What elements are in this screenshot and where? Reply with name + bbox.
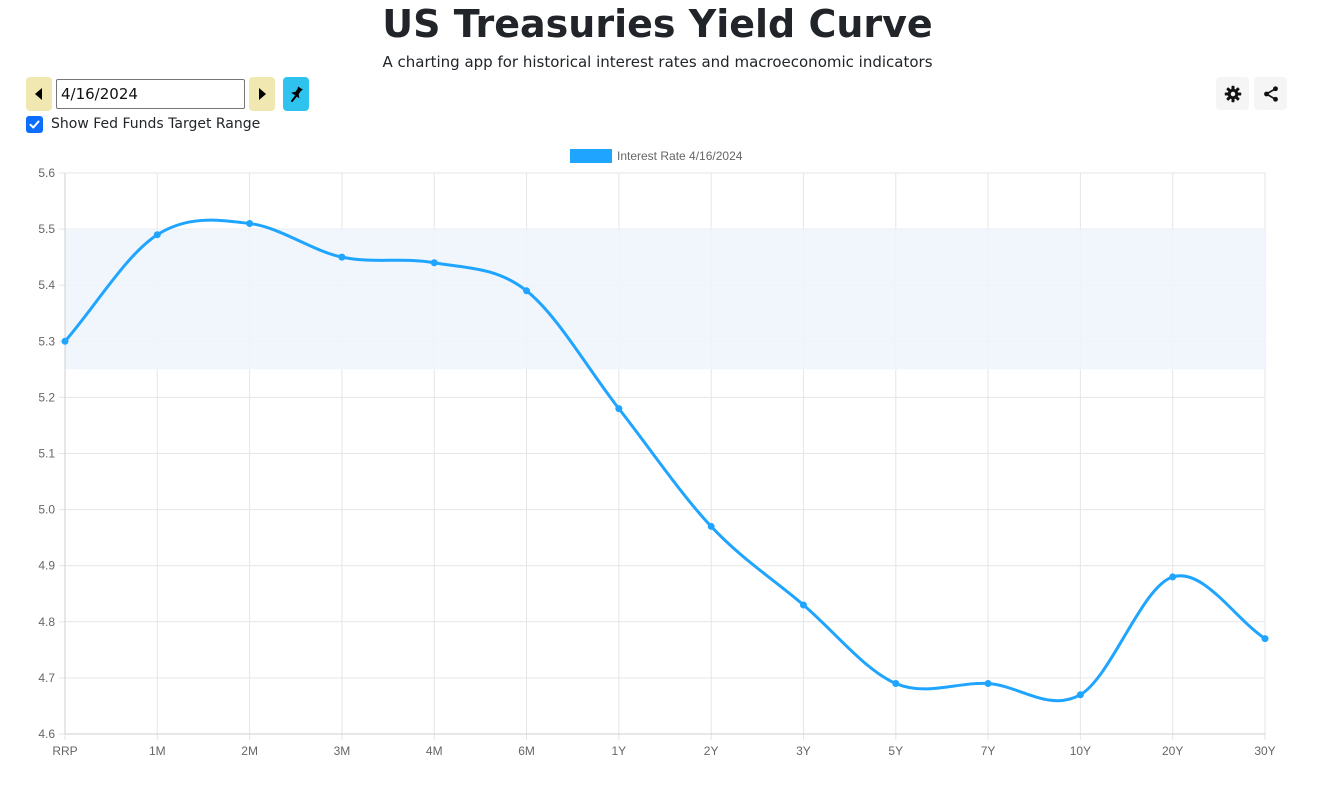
y-tick-label: 5.2	[38, 390, 55, 404]
y-tick-label: 5.3	[38, 334, 55, 348]
fed-funds-target-band	[65, 229, 1265, 370]
caret-left-icon	[35, 88, 42, 100]
data-point-6m	[523, 287, 531, 295]
top-right-toolbar	[1216, 77, 1287, 110]
x-tick-label: 2M	[241, 744, 258, 758]
legend-swatch[interactable]	[570, 149, 612, 163]
share-button[interactable]	[1254, 77, 1287, 110]
chart-axes: 5.6 5.5 5.4 5.3 5.2 5.1 5.0 4.9 4.8 4.7 4.6 RRP 1M 2M…	[38, 166, 1275, 758]
y-tick-label: 4.8	[38, 615, 55, 629]
data-point-5y	[892, 680, 900, 688]
data-point-1y	[615, 405, 623, 413]
y-tick-label: 5.5	[38, 222, 55, 236]
y-tick-label: 5.6	[38, 166, 55, 180]
x-tick-label: 3M	[334, 744, 351, 758]
x-tick-label: 5Y	[888, 744, 903, 758]
x-tick-label: 6M	[518, 744, 535, 758]
fed-funds-label[interactable]: Show Fed Funds Target Range	[51, 116, 261, 132]
gear-icon	[1224, 85, 1241, 102]
data-point-10y	[1076, 691, 1084, 699]
caret-right-icon	[259, 88, 266, 100]
x-tick-label: 3Y	[796, 744, 811, 758]
x-tick-label: 4M	[426, 744, 443, 758]
y-tick-label: 5.1	[38, 447, 55, 461]
x-tick-label: 7Y	[981, 744, 996, 758]
data-point-rrp	[61, 337, 69, 345]
data-point-20y	[1169, 573, 1177, 581]
x-tick-label: 20Y	[1162, 744, 1183, 758]
data-point-3m	[338, 253, 346, 261]
fed-funds-checkbox[interactable]	[26, 115, 43, 133]
x-tick-label: 1M	[149, 744, 166, 758]
data-point-30y	[1261, 635, 1269, 643]
x-tick-label: RRP	[52, 744, 77, 758]
y-tick-label: 4.7	[38, 671, 55, 685]
fed-funds-toggle[interactable]: Show Fed Funds Target Range	[26, 114, 260, 134]
page-title: US Treasuries Yield Curve	[382, 2, 933, 46]
y-tick-label: 4.9	[38, 559, 55, 573]
x-tick-label: 1Y	[612, 744, 627, 758]
y-tick-label: 5.0	[38, 503, 55, 517]
y-tick-label: 5.4	[38, 278, 55, 292]
date-controls	[26, 77, 309, 111]
yield-curve-chart[interactable]: 5.6 5.5 5.4 5.3 5.2 5.1 5.0 4.9 4.8 4.7 4.6 RRP 1M 2M…	[0, 140, 1325, 770]
data-point-4m	[430, 259, 438, 267]
legend-label[interactable]: Interest Rate 4/16/2024	[617, 149, 743, 163]
data-points	[61, 219, 1269, 699]
data-point-2y	[707, 522, 715, 530]
chart-legend[interactable]: Interest Rate 4/16/2024	[570, 149, 743, 163]
previous-date-button[interactable]	[26, 77, 52, 111]
pin-icon	[291, 86, 303, 102]
page-header: US Treasuries Yield Curve A charting app…	[0, 0, 1315, 71]
next-date-button[interactable]	[249, 77, 275, 111]
data-point-3y	[799, 601, 807, 609]
pin-button[interactable]	[283, 77, 309, 111]
date-input[interactable]	[56, 79, 245, 109]
y-tick-label: 4.6	[38, 727, 55, 741]
data-point-1m	[153, 231, 161, 239]
checkmark-icon	[29, 120, 40, 128]
data-point-7y	[984, 680, 992, 688]
settings-button[interactable]	[1216, 77, 1249, 110]
data-point-2m	[246, 219, 254, 227]
x-tick-label: 30Y	[1254, 744, 1275, 758]
x-tick-label: 10Y	[1070, 744, 1091, 758]
x-tick-label: 2Y	[704, 744, 719, 758]
page-subtitle: A charting app for historical interest r…	[382, 53, 933, 71]
share-icon	[1263, 85, 1278, 102]
